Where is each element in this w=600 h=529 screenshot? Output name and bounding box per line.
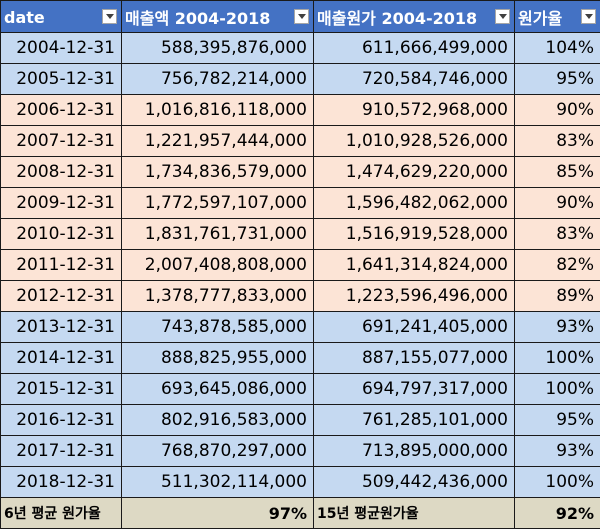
cost-cell[interactable]: 1,010,928,526,000	[314, 126, 515, 157]
sales-cell[interactable]: 1,772,597,107,000	[122, 188, 314, 219]
date-cell[interactable]: 2004-12-31	[1, 33, 122, 64]
column-header-sales-label: 매출액 2004-2018	[125, 5, 270, 29]
sales-cell[interactable]: 2,007,408,808,000	[122, 250, 314, 281]
cost-ratio-cell[interactable]: 83%	[515, 126, 600, 157]
column-header-cost-label: 매출원가 2004-2018	[317, 5, 477, 29]
date-cell[interactable]: 2009-12-31	[1, 188, 122, 219]
cost-ratio-cell[interactable]: 89%	[515, 281, 600, 312]
filter-dropdown-icon[interactable]	[495, 9, 510, 24]
filter-dropdown-icon[interactable]	[294, 9, 309, 24]
date-cell[interactable]: 2016-12-31	[1, 405, 122, 436]
cost-ratio-cell[interactable]: 95%	[515, 64, 600, 95]
date-cell[interactable]: 2006-12-31	[1, 95, 122, 126]
date-cell[interactable]: 2017-12-31	[1, 436, 122, 467]
cost-cell[interactable]: 509,442,436,000	[314, 467, 515, 498]
filter-dropdown-icon[interactable]	[102, 9, 117, 24]
cost-cell[interactable]: 713,895,000,000	[314, 436, 515, 467]
cost-cell[interactable]: 691,241,405,000	[314, 312, 515, 343]
date-cell[interactable]: 2005-12-31	[1, 64, 122, 95]
column-header-date-label: date	[4, 8, 45, 27]
cost-ratio-cell[interactable]: 95%	[515, 405, 600, 436]
sales-cell[interactable]: 1,016,816,118,000	[122, 95, 314, 126]
cost-ratio-cell[interactable]: 83%	[515, 219, 600, 250]
cost-ratio-cell[interactable]: 90%	[515, 188, 600, 219]
date-cell[interactable]: 2010-12-31	[1, 219, 122, 250]
sales-cell[interactable]: 802,916,583,000	[122, 405, 314, 436]
fifteen-year-average-value[interactable]: 92%	[515, 498, 600, 529]
date-cell[interactable]: 2011-12-31	[1, 250, 122, 281]
date-cell[interactable]: 2014-12-31	[1, 343, 122, 374]
cost-cell[interactable]: 1,474,629,220,000	[314, 157, 515, 188]
cost-cell[interactable]: 1,223,596,496,000	[314, 281, 515, 312]
sales-cell[interactable]: 1,221,957,444,000	[122, 126, 314, 157]
cost-ratio-cell[interactable]: 104%	[515, 33, 600, 64]
cost-cell[interactable]: 1,641,314,824,000	[314, 250, 515, 281]
sales-cell[interactable]: 693,645,086,000	[122, 374, 314, 405]
column-header-date[interactable]: date	[1, 1, 122, 33]
sales-cell[interactable]: 511,302,114,000	[122, 467, 314, 498]
sales-cell[interactable]: 756,782,214,000	[122, 64, 314, 95]
column-header-ratio[interactable]: 원가율	[515, 1, 600, 33]
filter-dropdown-icon[interactable]	[581, 9, 596, 24]
cost-ratio-cell[interactable]: 93%	[515, 436, 600, 467]
column-header-ratio-label: 원가율	[518, 5, 562, 29]
column-header-cost[interactable]: 매출원가 2004-2018	[314, 1, 515, 33]
cost-ratio-cell[interactable]: 93%	[515, 312, 600, 343]
cost-cell[interactable]: 1,516,919,528,000	[314, 219, 515, 250]
fifteen-year-average-label[interactable]: 15년 평균원가율	[314, 498, 515, 529]
date-cell[interactable]: 2008-12-31	[1, 157, 122, 188]
date-cell[interactable]: 2013-12-31	[1, 312, 122, 343]
cost-cell[interactable]: 1,596,482,062,000	[314, 188, 515, 219]
sales-cell[interactable]: 1,378,777,833,000	[122, 281, 314, 312]
cost-cell[interactable]: 720,584,746,000	[314, 64, 515, 95]
cost-ratio-cell[interactable]: 82%	[515, 250, 600, 281]
sales-cell[interactable]: 743,878,585,000	[122, 312, 314, 343]
header-row: date 매출액 2004-2018 매출원가 2004-2018 원가율	[1, 1, 600, 33]
cost-cell[interactable]: 694,797,317,000	[314, 374, 515, 405]
sales-cell[interactable]: 1,831,761,731,000	[122, 219, 314, 250]
date-cell[interactable]: 2007-12-31	[1, 126, 122, 157]
cost-ratio-cell[interactable]: 100%	[515, 374, 600, 405]
cost-ratio-cell[interactable]: 100%	[515, 343, 600, 374]
cost-ratio-cell[interactable]: 85%	[515, 157, 600, 188]
cost-cell[interactable]: 910,572,968,000	[314, 95, 515, 126]
date-cell[interactable]: 2015-12-31	[1, 374, 122, 405]
date-cell[interactable]: 2012-12-31	[1, 281, 122, 312]
date-cell[interactable]: 2018-12-31	[1, 467, 122, 498]
six-year-average-value[interactable]: 97%	[122, 498, 314, 529]
cost-ratio-cell[interactable]: 90%	[515, 95, 600, 126]
cost-cell[interactable]: 761,285,101,000	[314, 405, 515, 436]
cost-ratio-cell[interactable]: 100%	[515, 467, 600, 498]
sales-cell[interactable]: 588,395,876,000	[122, 33, 314, 64]
sales-cell[interactable]: 888,825,955,000	[122, 343, 314, 374]
column-header-sales[interactable]: 매출액 2004-2018	[122, 1, 314, 33]
six-year-average-label[interactable]: 6년 평균 원가율	[1, 498, 122, 529]
cost-cell[interactable]: 887,155,077,000	[314, 343, 515, 374]
sales-cell[interactable]: 768,870,297,000	[122, 436, 314, 467]
cost-cell[interactable]: 611,666,499,000	[314, 33, 515, 64]
sales-cell[interactable]: 1,734,836,579,000	[122, 157, 314, 188]
footer-row: 6년 평균 원가율 97% 15년 평균원가율 92%	[1, 498, 600, 529]
